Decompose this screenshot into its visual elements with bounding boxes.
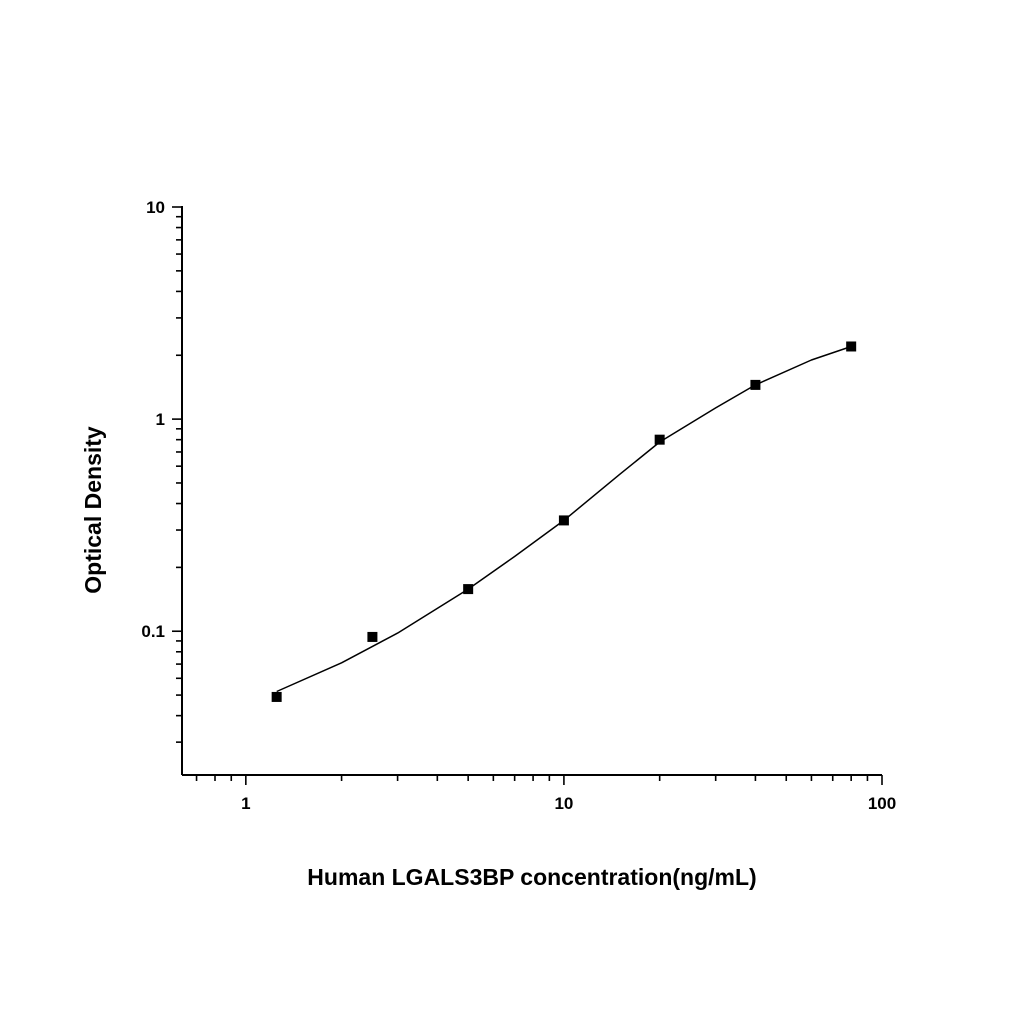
y-tick-label: 1 bbox=[156, 410, 165, 429]
data-point-square bbox=[558, 515, 569, 526]
axes bbox=[172, 206, 883, 785]
data-point-square bbox=[750, 379, 761, 390]
fit-curve-layer bbox=[276, 345, 852, 693]
x-axis-title: Human LGALS3BP concentration(ng/mL) bbox=[307, 864, 756, 890]
data-points-layer bbox=[271, 341, 857, 702]
data-point-square bbox=[654, 434, 665, 445]
data-point-square bbox=[367, 631, 378, 642]
data-point-square bbox=[271, 691, 282, 702]
y-tick-label: 0.1 bbox=[141, 622, 165, 641]
y-tick-label: 10 bbox=[146, 198, 165, 217]
fit-curve-line bbox=[276, 345, 852, 693]
tick-labels-layer: 1 10 100 10 1 0.1 bbox=[141, 198, 896, 813]
x-tick-label: 100 bbox=[868, 794, 896, 813]
y-axis-title: Optical Density bbox=[80, 426, 106, 594]
x-tick-label: 1 bbox=[241, 794, 250, 813]
x-tick-label: 10 bbox=[554, 794, 573, 813]
data-point-square bbox=[846, 341, 857, 352]
data-point-square bbox=[463, 584, 474, 595]
